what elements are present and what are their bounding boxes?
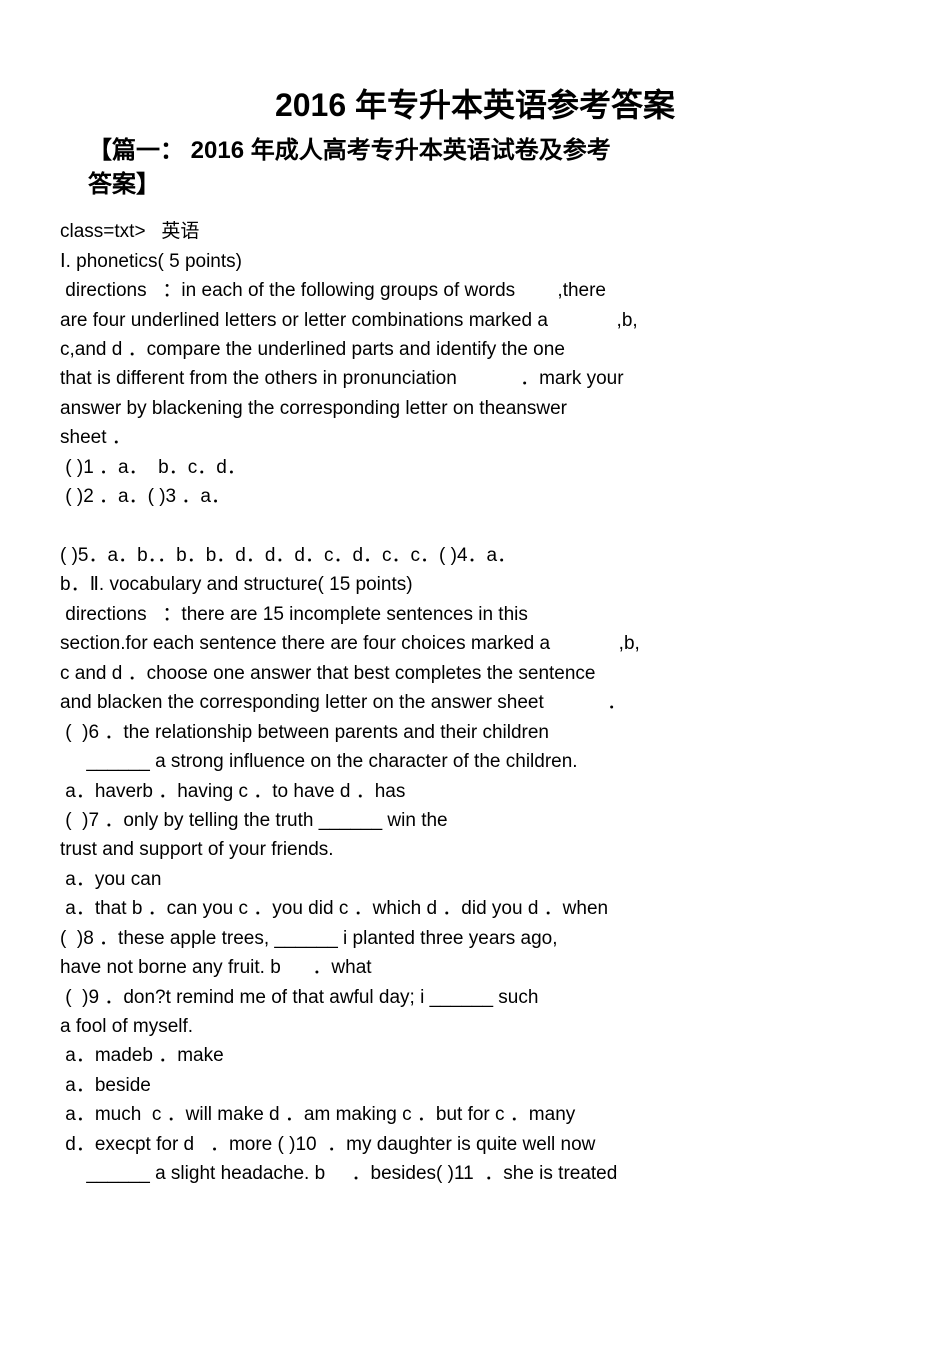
- question-6-line-a: ( )6 ．the relationship between parents a…: [60, 718, 890, 747]
- directions-1-line-e: answer by blackening the corresponding l…: [60, 394, 890, 423]
- question-9-line-b: a fool of myself.: [60, 1012, 890, 1041]
- directions-1-line-b: are four underlined letters or letter co…: [60, 306, 890, 335]
- directions-1-line-a: directions ：in each of the following gro…: [60, 276, 890, 305]
- section-subtitle: 【篇一： 2016 年成人高考专升本英语试卷及参考 答案】: [88, 134, 890, 201]
- question-10-line-a: a．beside: [60, 1071, 890, 1100]
- directions-2-line-b: section.for each sentence there are four…: [60, 629, 890, 658]
- document-page: 2016 年专升本英语参考答案 【篇一： 2016 年成人高考专升本英语试卷及参…: [0, 0, 950, 1229]
- directions-1-line-f: sheet ．: [60, 423, 890, 452]
- question-9-line-c: a．madeb ．make: [60, 1041, 890, 1070]
- question-7-line-c: a．you can: [60, 865, 890, 894]
- phonetics-heading: Ⅰ. phonetics( 5 points): [60, 247, 890, 276]
- body-content: class=txt> 英语 Ⅰ. phonetics( 5 points) di…: [60, 217, 890, 1188]
- question-8-line-a: ( )8 ．these apple trees, ______ i plante…: [60, 924, 890, 953]
- question-6-line-c: a．haverb ．having c ．to have d ．has: [60, 777, 890, 806]
- question-10-line-d: ______ a slight headache. b ．besides( )1…: [60, 1159, 890, 1188]
- question-10-line-b: a．much c ．will make d ．am making c ．but …: [60, 1100, 890, 1129]
- class-line: class=txt> 英语: [60, 217, 890, 246]
- question-7-line-b: trust and support of your friends.: [60, 835, 890, 864]
- directions-2-line-a: directions ：there are 15 incomplete sent…: [60, 600, 890, 629]
- directions-2-line-c: c and d ．choose one answer that best com…: [60, 659, 890, 688]
- question-8-line-b: have not borne any fruit. b ．what: [60, 953, 890, 982]
- question-2-3: ( )2 ．a．( )3 ．a．: [60, 482, 890, 511]
- directions-2-line-d: and blacken the corresponding letter on …: [60, 688, 890, 717]
- question-10-line-c: d．execpt for d ．more ( )10 ．my daughter …: [60, 1130, 890, 1159]
- question-1: ( )1 ．a． b．c．d．: [60, 453, 890, 482]
- subtitle-line-1: 【篇一： 2016 年成人高考专升本英语试卷及参考: [88, 137, 611, 164]
- page-title: 2016 年专升本英语参考答案: [60, 80, 890, 126]
- question-6-line-b: ______ a strong influence on the charact…: [60, 747, 890, 776]
- question-7-line-d: a．that b ．can you c ．you did c ．which d …: [60, 894, 890, 923]
- question-5-line-a: ( )5．a．b．．b．b．d．d．d．c．d．c．c．( )4．a．: [60, 541, 890, 570]
- directions-1-line-d: that is different from the others in pro…: [60, 364, 890, 393]
- question-7-line-a: ( )7 ．only by telling the truth ______ w…: [60, 806, 890, 835]
- question-5-line-b: b．Ⅱ. vocabulary and structure( 15 points…: [60, 570, 890, 599]
- subtitle-line-2: 答案】: [88, 171, 160, 198]
- directions-1-line-c: c,and d ．compare the underlined parts an…: [60, 335, 890, 364]
- question-9-line-a: ( )9 ．don?t remind me of that awful day;…: [60, 983, 890, 1012]
